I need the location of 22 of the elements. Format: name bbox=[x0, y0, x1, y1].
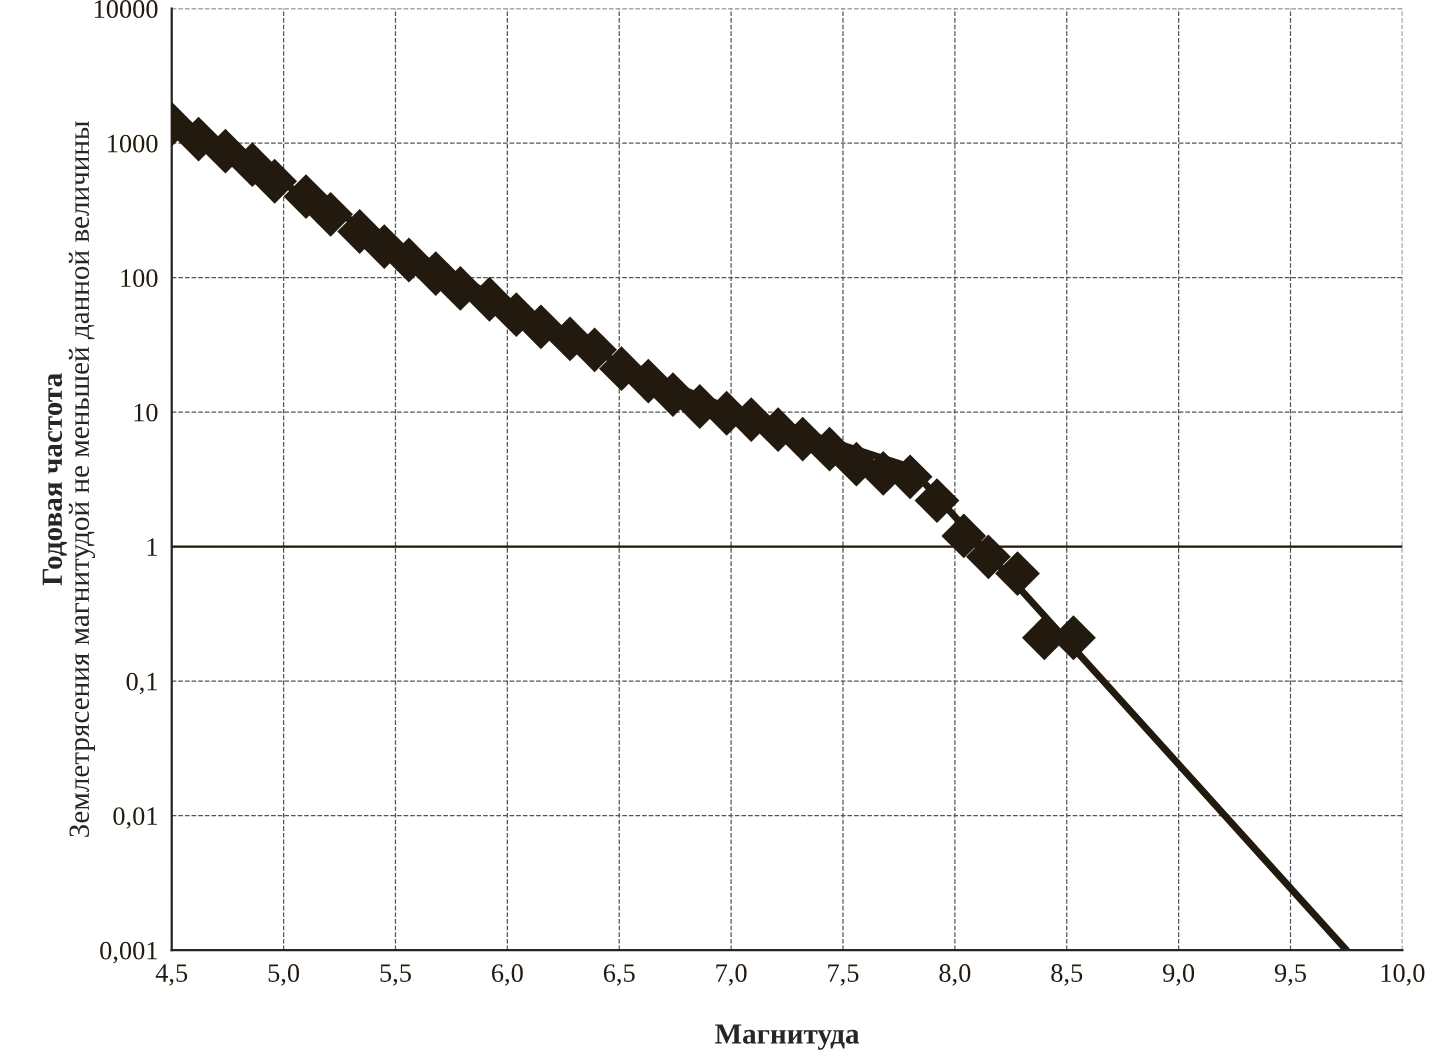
x-tick-label: 8,0 bbox=[939, 964, 971, 986]
x-tick-label: 4,5 bbox=[155, 964, 188, 986]
y-tick-label: 0,001 bbox=[100, 941, 157, 964]
x-tick-label: 7,0 bbox=[716, 964, 747, 986]
x-tick-label: 5,5 bbox=[380, 964, 411, 986]
x-tick-label: 8,5 bbox=[1051, 964, 1083, 986]
x-tick-label: 10,0 bbox=[1381, 964, 1425, 986]
x-tick-label: 6,0 bbox=[492, 964, 523, 986]
x-axis-title: Магнитуда bbox=[715, 1024, 860, 1050]
y-tick-label: 0,1 bbox=[126, 672, 157, 695]
x-tick-label: 7,5 bbox=[828, 964, 859, 986]
y-tick-label: 0,01 bbox=[113, 807, 157, 829]
x-tick-label: 5,0 bbox=[268, 964, 300, 986]
x-tick-label: 9,0 bbox=[1162, 964, 1195, 986]
x-tick-label: 6,5 bbox=[603, 964, 635, 986]
y-tick-label: 10 bbox=[134, 403, 158, 422]
y-tick-label: 100 bbox=[121, 269, 158, 287]
y-tick-label: 1 bbox=[147, 538, 157, 556]
y-tick-label: 1000 bbox=[108, 134, 158, 153]
y-axis-title: Годовая частота Землетрясения магнитудой не меньшей данной величины bbox=[42, 121, 96, 837]
x-tick-label: 9,5 bbox=[1274, 964, 1306, 986]
y-tick-label: 10000 bbox=[94, 0, 158, 18]
